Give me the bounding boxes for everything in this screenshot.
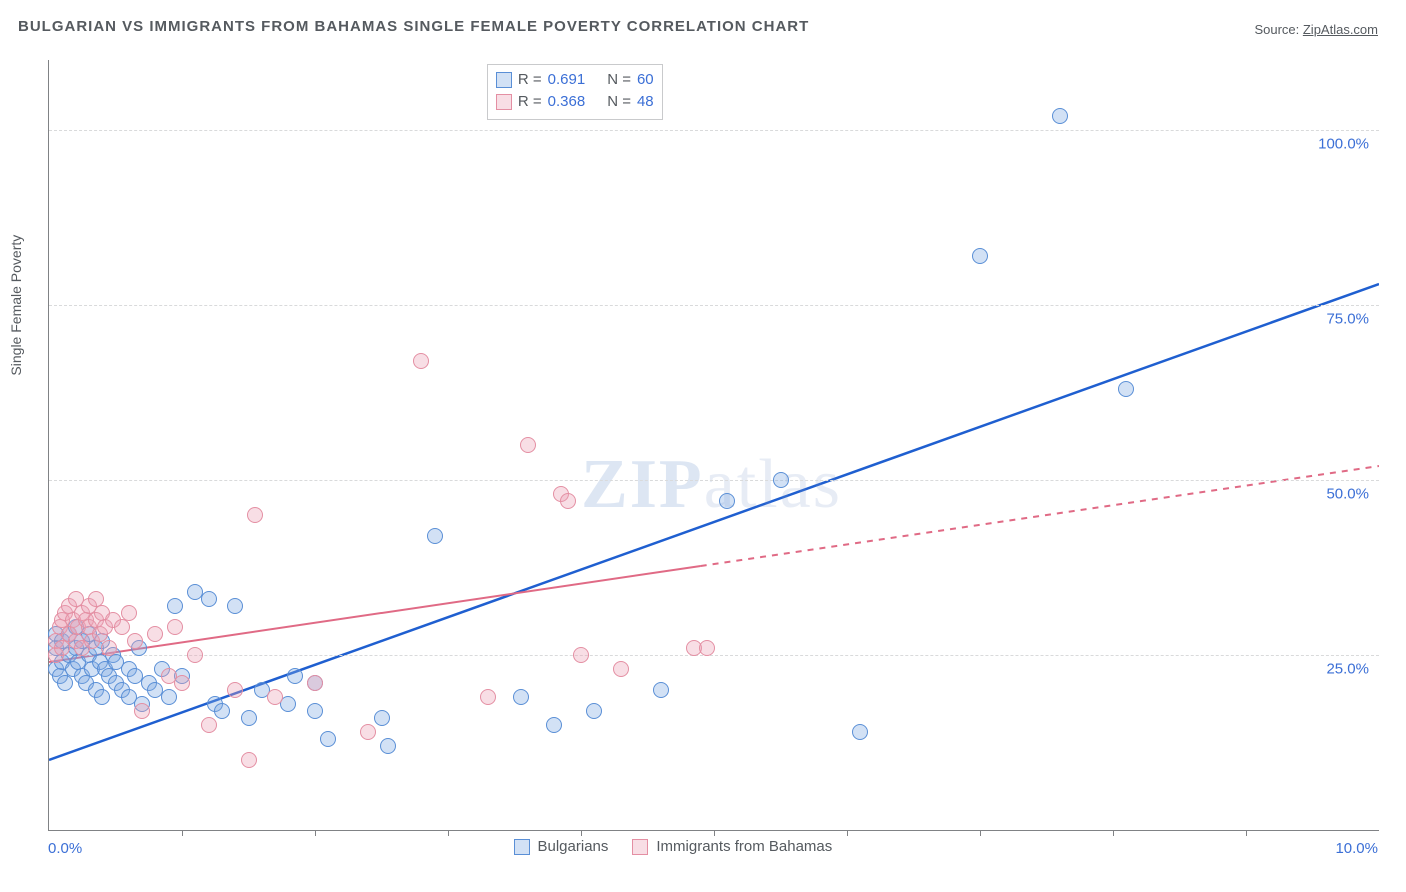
watermark-zip: ZIP	[581, 446, 704, 523]
bulgarians-point	[1052, 108, 1068, 124]
x-tick	[980, 830, 981, 836]
watermark-atlas: atlas	[704, 446, 842, 523]
n-value: 60	[637, 69, 654, 91]
bahamas-point	[520, 437, 536, 453]
bulgarians-swatch	[514, 839, 530, 855]
x-tick	[1113, 830, 1114, 836]
bulgarians-point	[94, 689, 110, 705]
source-link[interactable]: ZipAtlas.com	[1303, 22, 1378, 37]
bulgarians-point	[214, 703, 230, 719]
x-tick	[448, 830, 449, 836]
bahamas-point	[101, 640, 117, 656]
bulgarians-point	[227, 598, 243, 614]
r-value: 0.691	[548, 69, 586, 91]
bahamas-point	[360, 724, 376, 740]
bulgarians-point	[307, 703, 323, 719]
y-tick-label: 50.0%	[1326, 486, 1369, 503]
bahamas-swatch	[632, 839, 648, 855]
r-label: R =	[518, 91, 542, 113]
gridline-h	[49, 305, 1379, 306]
watermark: ZIPatlas	[581, 445, 842, 525]
bulgarians-point	[513, 689, 529, 705]
bahamas-point	[573, 647, 589, 663]
bulgarians-point	[57, 675, 73, 691]
bahamas-point	[134, 703, 150, 719]
bahamas-point	[413, 353, 429, 369]
scatter-plot-area: ZIPatlas 25.0% 50.0% 75.0% 100.0%	[48, 60, 1379, 831]
bahamas-point	[187, 647, 203, 663]
bahamas-point	[114, 619, 130, 635]
bahamas-point	[247, 507, 263, 523]
y-tick-label: 100.0%	[1318, 136, 1369, 153]
x-axis-max-label: 10.0%	[1335, 840, 1378, 857]
bahamas-point	[613, 661, 629, 677]
bahamas-point	[267, 689, 283, 705]
bahamas-swatch	[496, 94, 512, 110]
bulgarians-point	[380, 738, 396, 754]
bulgarians-point	[374, 710, 390, 726]
legend-label: Immigrants from Bahamas	[656, 838, 832, 855]
bahamas-point	[174, 675, 190, 691]
r-value: 0.368	[548, 91, 586, 113]
bulgarians-point	[586, 703, 602, 719]
stat-row-bulgarians: R = 0.691 N = 60	[496, 69, 654, 91]
x-tick	[581, 830, 582, 836]
x-axis-min-label: 0.0%	[48, 840, 82, 857]
bulgarians-swatch	[496, 72, 512, 88]
y-tick-label: 25.0%	[1326, 661, 1369, 678]
x-tick	[847, 830, 848, 836]
bulgarians-point	[1118, 381, 1134, 397]
bahamas-point	[147, 626, 163, 642]
series-legend: Bulgarians Immigrants from Bahamas	[514, 838, 833, 855]
bulgarians-trendline	[49, 284, 1379, 760]
stat-row-bahamas: R = 0.368 N = 48	[496, 91, 654, 113]
bulgarians-point	[653, 682, 669, 698]
bahamas-point	[699, 640, 715, 656]
bahamas-point	[167, 619, 183, 635]
bulgarians-point	[201, 591, 217, 607]
gridline-h	[49, 480, 1379, 481]
n-value: 48	[637, 91, 654, 113]
bahamas-point	[121, 605, 137, 621]
bulgarians-point	[427, 528, 443, 544]
source-attribution: Source: ZipAtlas.com	[1254, 22, 1378, 37]
gridline-h	[49, 130, 1379, 131]
bahamas-point	[307, 675, 323, 691]
bulgarians-point	[241, 710, 257, 726]
bulgarians-point	[719, 493, 735, 509]
bahamas-point	[560, 493, 576, 509]
y-axis-label: Single Female Poverty	[8, 235, 24, 376]
gridline-h	[49, 655, 1379, 656]
bahamas-point	[127, 633, 143, 649]
bulgarians-point	[852, 724, 868, 740]
x-tick	[182, 830, 183, 836]
bulgarians-point	[546, 717, 562, 733]
bulgarians-point	[773, 472, 789, 488]
bahamas-point	[227, 682, 243, 698]
n-label: N =	[607, 91, 631, 113]
correlation-legend: R = 0.691 N = 60 R = 0.368 N = 48	[487, 64, 663, 120]
legend-label: Bulgarians	[538, 838, 609, 855]
bulgarians-point	[320, 731, 336, 747]
x-tick	[714, 830, 715, 836]
source-prefix: Source:	[1254, 22, 1302, 37]
x-tick	[1246, 830, 1247, 836]
bahamas-point	[201, 717, 217, 733]
legend-item-bulgarians: Bulgarians	[514, 838, 609, 855]
bulgarians-point	[972, 248, 988, 264]
x-tick	[315, 830, 316, 836]
bulgarians-point	[287, 668, 303, 684]
bahamas-point	[480, 689, 496, 705]
bulgarians-point	[161, 689, 177, 705]
bahamas-point	[241, 752, 257, 768]
legend-item-bahamas: Immigrants from Bahamas	[632, 838, 832, 855]
y-tick-label: 75.0%	[1326, 311, 1369, 328]
bulgarians-point	[167, 598, 183, 614]
r-label: R =	[518, 69, 542, 91]
chart-title: BULGARIAN VS IMMIGRANTS FROM BAHAMAS SIN…	[18, 18, 809, 35]
n-label: N =	[607, 69, 631, 91]
